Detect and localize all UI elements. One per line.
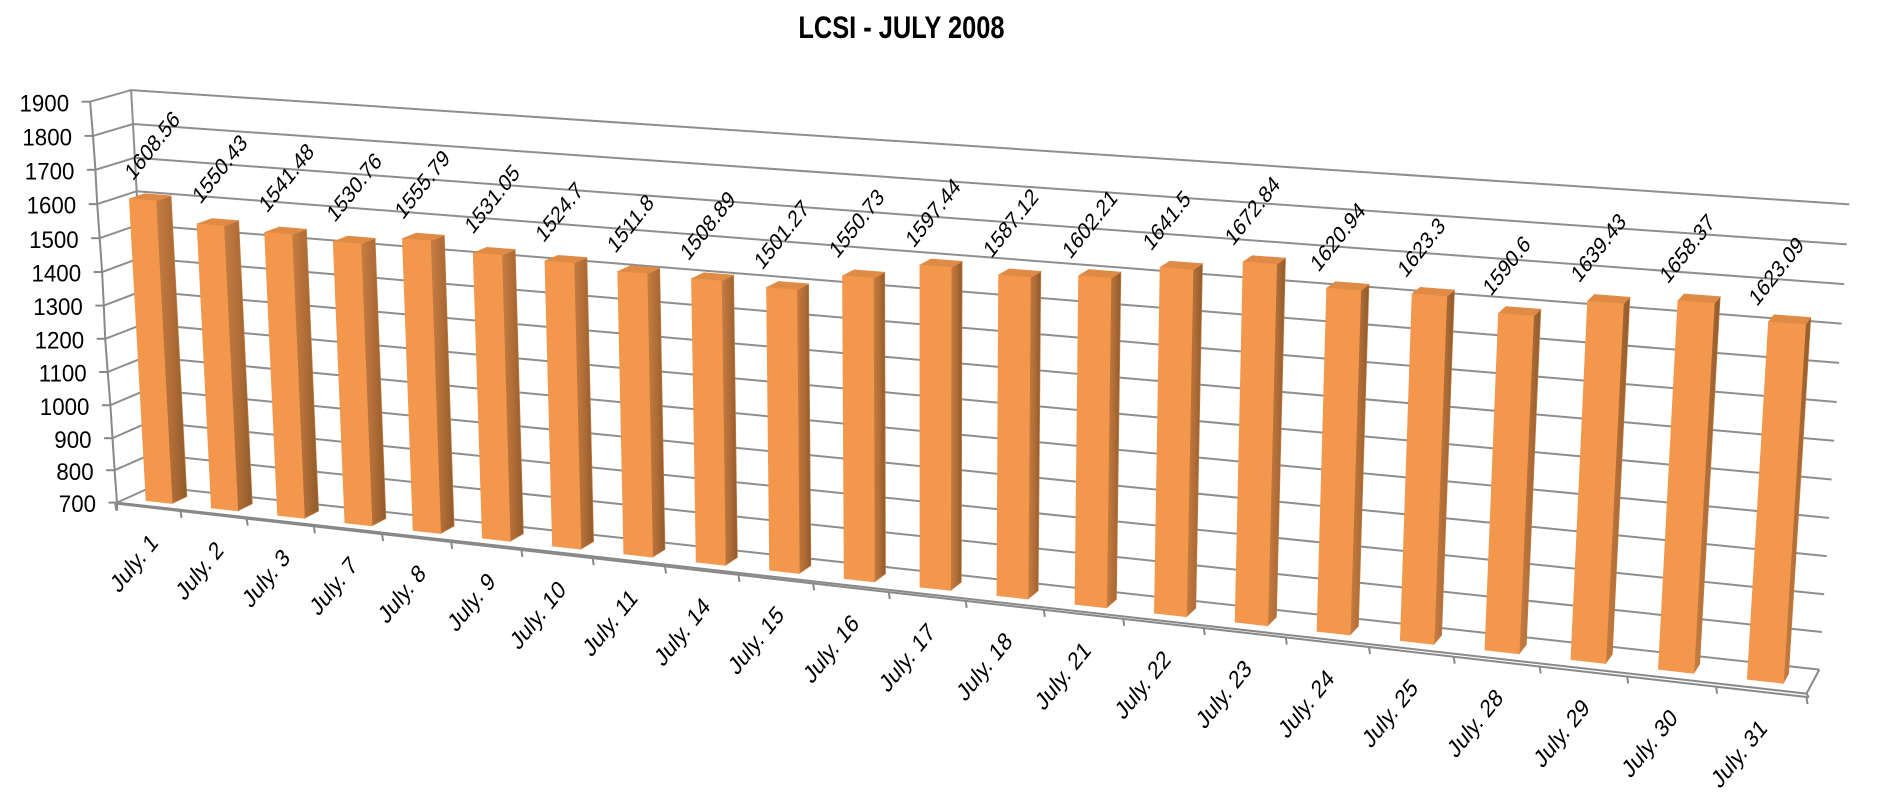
svg-text:1300: 1300 xyxy=(33,293,83,320)
svg-text:700: 700 xyxy=(59,490,96,517)
svg-text:1200: 1200 xyxy=(35,327,85,354)
svg-text:900: 900 xyxy=(54,426,91,453)
svg-text:1500: 1500 xyxy=(29,226,79,253)
svg-text:1800: 1800 xyxy=(22,124,72,151)
svg-text:1900: 1900 xyxy=(20,89,70,116)
svg-text:1100: 1100 xyxy=(39,360,87,387)
svg-text:1700: 1700 xyxy=(25,158,75,185)
svg-text:1600: 1600 xyxy=(27,192,77,219)
svg-text:800: 800 xyxy=(56,458,93,485)
svg-text:1400: 1400 xyxy=(32,260,82,287)
svg-text:1000: 1000 xyxy=(40,393,90,420)
svg-text:LCSI - JULY 2008: LCSI - JULY 2008 xyxy=(798,10,1004,45)
